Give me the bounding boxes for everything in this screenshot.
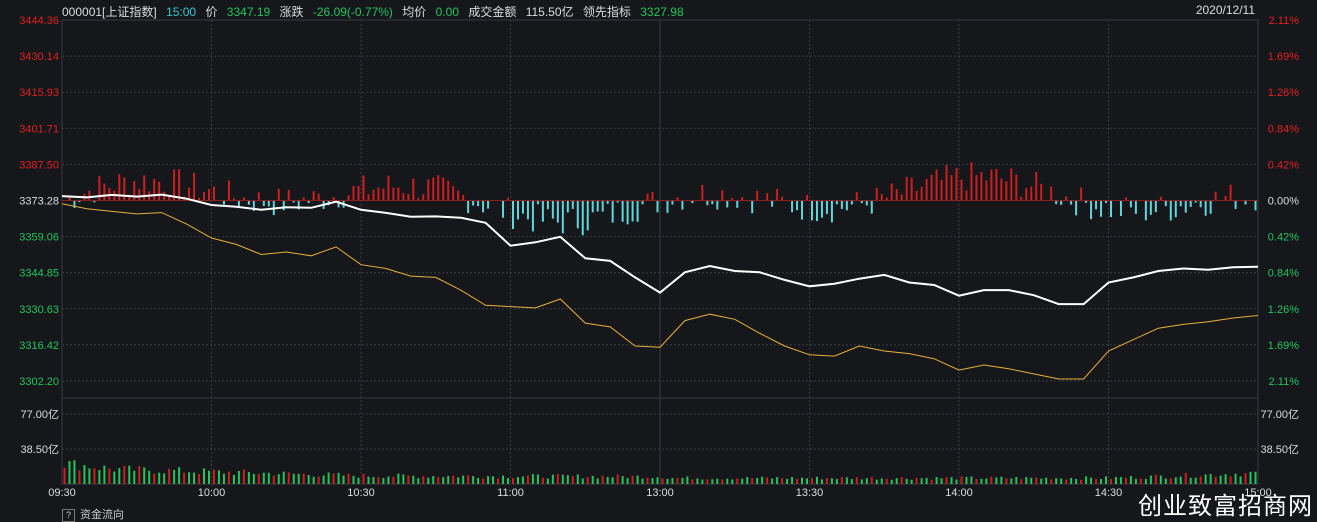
y-tick-left: 3330.63 — [19, 304, 59, 316]
y-tick-left: 3373.28 — [19, 196, 59, 208]
y-tick-left: 3302.20 — [19, 376, 59, 388]
index-code: 000001[上证指数] — [62, 5, 157, 19]
time-value: 15:00 — [166, 5, 197, 19]
y-tick-left: 3415.93 — [19, 87, 59, 99]
volume-tick-left: 77.00亿 — [20, 408, 59, 421]
y-tick-left: 3359.06 — [19, 232, 59, 244]
volume-tick-right: 38.50亿 — [1260, 443, 1299, 456]
x-tick: 13:30 — [796, 487, 824, 499]
y-tick-right: 2.11% — [1269, 15, 1300, 27]
avg-value: 0.00 — [435, 5, 459, 19]
avg-label: 均价 — [402, 5, 427, 19]
x-tick: 11:00 — [497, 487, 524, 499]
price-label: 价 — [205, 5, 218, 19]
y-tick-right: 1.26% — [1268, 87, 1299, 99]
y-tick-right: 0.42% — [1268, 159, 1299, 171]
chart-header: 000001[上证指数] 15:00 价 3347.19 涨跌 -26.09(-… — [62, 3, 690, 19]
y-tick-left: 3430.14 — [19, 51, 59, 63]
turnover-value: 115.50亿 — [525, 5, 574, 19]
lead-line — [61, 203, 1259, 380]
y-tick-left: 3344.85 — [19, 268, 59, 280]
fund-flow-label: 资金流向 — [80, 509, 124, 521]
chart-grid — [61, 19, 1259, 485]
help-icon[interactable]: ? — [62, 509, 75, 522]
y-tick-left: 3444.36 — [19, 15, 59, 27]
lead-label: 领先指标 — [582, 5, 631, 19]
y-tick-right: 1.69% — [1268, 340, 1299, 352]
y-tick-right: 0.00% — [1268, 196, 1299, 208]
y-tick-left: 3316.42 — [19, 340, 59, 352]
turnover-label: 成交金额 — [468, 5, 517, 19]
x-tick: 10:00 — [198, 487, 226, 499]
volume-tick-right: 77.00亿 — [1260, 408, 1299, 421]
price-value: 3347.19 — [226, 5, 271, 19]
y-tick-right: 1.26% — [1268, 304, 1299, 316]
price-line — [61, 193, 1259, 306]
watermark: 创业致富招商网 — [1138, 492, 1313, 520]
fund-flow-tab[interactable]: ? 资金流向 — [62, 506, 124, 522]
volume-tick-left: 38.50亿 — [20, 443, 59, 456]
change-label: 涨跌 — [279, 5, 304, 19]
x-tick: 14:30 — [1095, 487, 1123, 499]
axis-labels: 3444.36 2.11% 3430.14 1.69% 3415.93 1.26% 3401… — [19, 15, 1299, 499]
y-tick-left: 3387.50 — [19, 159, 59, 171]
y-tick-right: 0.84% — [1268, 268, 1299, 280]
x-tick: 10:30 — [347, 487, 375, 499]
x-tick: 13:00 — [646, 487, 674, 499]
chart-date: 2020/12/11 — [1195, 3, 1255, 17]
x-tick: 09:30 — [48, 487, 76, 499]
x-tick: 14:00 — [945, 487, 973, 499]
lead-value: 3327.98 — [640, 5, 684, 19]
y-tick-right: 2.11% — [1269, 376, 1300, 388]
y-tick-right: 1.69% — [1268, 51, 1299, 63]
change-value: -26.09(-0.77%) — [312, 5, 393, 19]
y-tick-right: 0.84% — [1268, 123, 1299, 135]
x-tick: 15:00 — [1244, 487, 1272, 499]
lead-bars — [62, 162, 1258, 236]
volume-bars — [63, 460, 1257, 484]
y-tick-left: 3401.71 — [19, 123, 59, 135]
price-lines — [61, 193, 1259, 380]
y-tick-right: 0.42% — [1268, 232, 1299, 244]
